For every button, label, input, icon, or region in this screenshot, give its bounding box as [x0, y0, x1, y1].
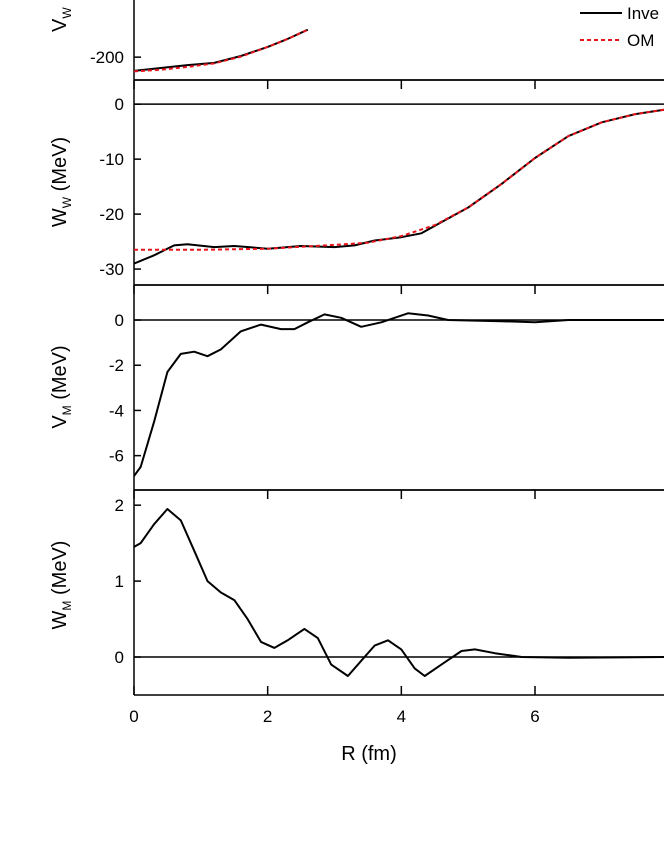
y-tick-label: 1: [115, 572, 124, 591]
y-axis-label: WM (MeV): [49, 541, 74, 630]
y-axis-label: VM (MeV): [49, 345, 74, 428]
y-axis-label-subscript: M: [60, 405, 74, 415]
y-axis-label-symbol: V: [49, 18, 71, 32]
y-tick-label: -6: [109, 447, 124, 466]
y-tick-label: 0: [115, 311, 124, 330]
y-tick-label: -20: [99, 205, 124, 224]
y-tick-label: -200: [90, 48, 124, 67]
x-tick-label: 2: [263, 707, 272, 726]
y-axis-label-symbol: W: [49, 610, 71, 629]
series-line: [134, 28, 309, 72]
y-tick-label: -10: [99, 150, 124, 169]
y-tick-label: -4: [109, 401, 124, 420]
series-line: [134, 108, 664, 251]
y-tick-label: 2: [115, 496, 124, 515]
x-axis-label: R (fm): [341, 743, 397, 765]
y-axis-label-subscript: W: [60, 7, 74, 19]
x-tick-label: 4: [397, 707, 406, 726]
series-line: [134, 108, 664, 265]
y-tick-label: -30: [99, 260, 124, 279]
legend-label: Inve: [627, 4, 659, 23]
y-tick-label: -2: [109, 356, 124, 375]
y-tick-label: 0: [115, 95, 124, 114]
series-line: [134, 508, 664, 677]
y-tick-label: 0: [115, 648, 124, 667]
x-tick-label: 6: [530, 707, 539, 726]
x-tick-label: 0: [129, 707, 138, 726]
series-line: [134, 312, 664, 477]
y-axis-label-unit: (MeV): [49, 137, 71, 191]
y-axis-label-unit: (MeV): [49, 345, 71, 399]
y-axis-label-unit: (MeV): [49, 541, 71, 595]
y-axis-label: VW: [49, 7, 74, 32]
series-line: [134, 28, 309, 73]
y-axis-label-subscript: M: [60, 601, 74, 611]
y-axis-label-subscript: W: [60, 196, 74, 208]
legend-label: OM: [627, 31, 654, 50]
y-axis-label-symbol: V: [49, 415, 71, 429]
y-axis-label: WW (MeV): [49, 137, 74, 227]
y-axis-label-symbol: W: [49, 208, 71, 227]
